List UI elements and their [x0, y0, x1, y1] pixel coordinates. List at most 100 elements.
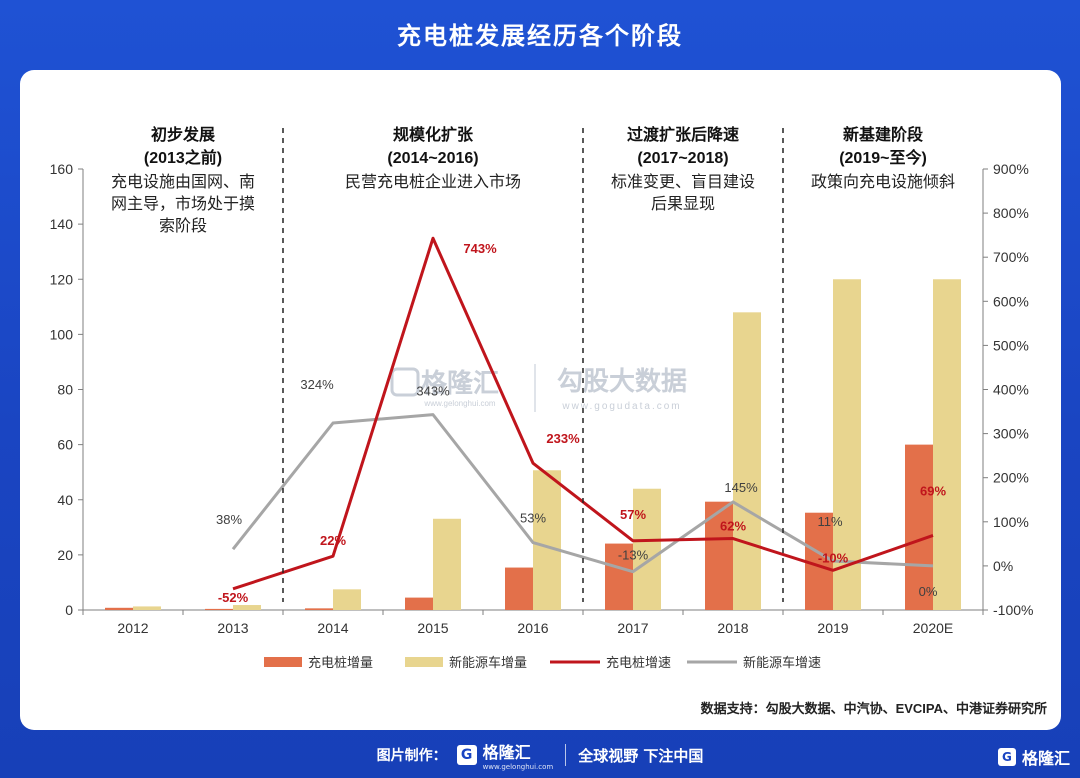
nev-increment-bar [233, 605, 261, 610]
nev-growth-label: 343% [416, 384, 450, 399]
legend-label: 新能源车增量 [449, 655, 527, 670]
nev-increment-bar [333, 589, 361, 610]
right-axis-tick-label: 300% [993, 426, 1029, 442]
x-axis-tick-label: 2012 [117, 620, 148, 636]
nev-increment-bar [833, 279, 861, 610]
nev-growth-label: 38% [216, 512, 242, 527]
footer-logo: 格隆汇 www.gelonghui.com [483, 739, 554, 771]
left-axis-tick-label: 80 [57, 382, 73, 398]
charger-growth-label: 57% [620, 507, 646, 522]
nev-growth-label: 11% [817, 514, 842, 529]
right-axis-tick-label: 0% [993, 558, 1013, 574]
nev-growth-label: -13% [618, 548, 649, 563]
charger-increment-bar [505, 567, 533, 610]
stage-name: 新基建阶段 [843, 125, 924, 144]
x-axis-tick-label: 2013 [217, 620, 248, 636]
corner-logo: G 格隆汇 [997, 745, 1070, 769]
right-axis-tick-label: 600% [993, 293, 1029, 309]
x-axis-tick-label: 2014 [317, 620, 348, 636]
x-axis-tick-label: 2020E [913, 620, 953, 636]
watermark-brand1-sub: www.gelonghui.com [423, 399, 495, 408]
x-axis-tick-label: 2019 [817, 620, 848, 636]
charger-growth-label: 69% [920, 483, 946, 498]
right-axis-tick-label: 700% [993, 249, 1029, 265]
nev-growth-label: 324% [300, 377, 334, 392]
left-axis-tick-label: 20 [57, 547, 73, 563]
chart-card: 格隆汇 www.gelonghui.com 勾股大数据 www.gogudata.co… [20, 70, 1061, 730]
stage-period: (2019~至今) [839, 148, 927, 167]
charger-growth-label: -52% [218, 590, 249, 605]
charger-growth-label: 233% [546, 431, 580, 446]
legend-label: 充电桩增速 [606, 655, 671, 670]
right-axis-tick-label: 900% [993, 161, 1029, 177]
stage-description: 网主导，市场处于摸 [111, 195, 255, 213]
nev-increment-bar [533, 470, 561, 610]
charger-growth-label: 743% [463, 241, 497, 256]
right-axis-tick-label: -100% [993, 602, 1033, 618]
charger-increment-bar [905, 444, 933, 610]
nev-growth-label: 0% [919, 584, 938, 599]
stage-period: (2017~2018) [637, 150, 728, 167]
footer-divider [565, 744, 567, 766]
watermark-brand2: 勾股大数据 [557, 366, 687, 396]
footer-slogan: 全球视野 下注中国 [578, 746, 704, 765]
left-axis-tick-label: 0 [65, 602, 73, 618]
left-axis-tick-label: 60 [57, 437, 73, 453]
x-axis-tick-label: 2017 [617, 620, 648, 636]
footer-label: 图片制作： [376, 748, 447, 764]
charger-increment-bar [305, 608, 333, 610]
stage-description: 标准变更、盲目建设 [611, 173, 755, 191]
charger-increment-bar [105, 607, 133, 610]
watermark-brand1: 格隆汇 [421, 368, 499, 398]
right-axis-tick-label: 500% [993, 337, 1029, 353]
nev-growth-label: 145% [724, 480, 758, 495]
charger-growth-label: 22% [320, 533, 346, 548]
stage-name: 规模化扩张 [393, 125, 474, 144]
charger-increment-bar [605, 543, 633, 610]
stage-description: 索阶段 [159, 217, 207, 235]
charger-growth-label: -10% [818, 550, 849, 565]
left-axis-tick-label: 140 [50, 216, 74, 232]
stage-period: (2013之前) [144, 148, 222, 167]
nev-growth-label: 53% [520, 511, 546, 526]
x-axis-tick-label: 2015 [417, 620, 448, 636]
legend-label: 新能源车增速 [743, 655, 821, 670]
legend-swatch [405, 657, 443, 667]
source-note: 数据支持：勾股大数据、中汽协、EVCIPA、中港证券研究所 [701, 701, 1047, 716]
legend-swatch [264, 657, 302, 667]
stage-description: 民营充电桩企业进入市场 [345, 173, 521, 191]
nev-increment-bar [433, 518, 461, 610]
nev-increment-bar [733, 312, 761, 610]
watermark-brand2-sub: www.gogudata.com [561, 401, 681, 412]
corner-logo-text: 格隆汇 [1021, 749, 1070, 768]
right-axis-tick-label: 400% [993, 382, 1029, 398]
footer-logo-sub: www.gelonghui.com [482, 763, 554, 771]
gelonghui-logo-icon: G [456, 745, 477, 765]
stage-period: (2014~2016) [387, 150, 478, 167]
charger-increment-bar [405, 597, 433, 610]
left-axis-tick-label: 160 [50, 161, 74, 177]
stage-name: 初步发展 [151, 125, 216, 144]
footer: 图片制作： G 格隆汇 www.gelonghui.com 全球视野 下注中国 [0, 739, 1080, 771]
nev-growth-line [231, 413, 934, 574]
right-axis-tick-label: 200% [993, 470, 1029, 486]
right-axis-tick-label: 800% [993, 205, 1029, 221]
left-axis-tick-label: 120 [50, 271, 74, 287]
left-axis-tick-label: 100 [50, 326, 74, 342]
charger-growth-label: 62% [720, 519, 746, 534]
x-axis-tick-label: 2018 [717, 620, 748, 636]
charger-increment-bar [205, 608, 233, 610]
legend-label: 充电桩增量 [308, 655, 373, 670]
nev-increment-bar [133, 606, 161, 610]
stage-description: 政策向充电设施倾斜 [811, 173, 955, 191]
page-title: 充电桩发展经历各个阶段 [397, 22, 683, 50]
nev-increment-bar [933, 279, 961, 610]
corner-logo-icon: G [997, 748, 1016, 766]
left-axis-tick-label: 40 [57, 492, 73, 508]
stage-name: 过渡扩张后降速 [627, 125, 739, 144]
right-axis-tick-label: 100% [993, 514, 1029, 530]
stage-description: 后果显现 [651, 195, 715, 213]
footer-logo-text: 格隆汇 [482, 743, 531, 762]
watermark-logo-icon [390, 367, 420, 397]
